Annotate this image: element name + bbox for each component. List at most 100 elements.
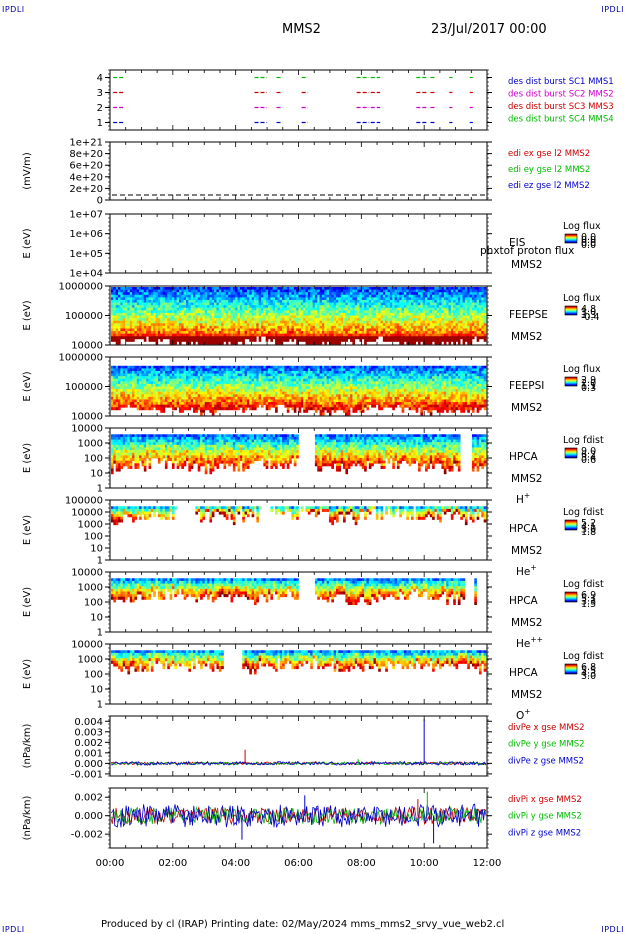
y-axis-label: (nPa/km): [22, 796, 33, 841]
species-label: He++: [516, 635, 543, 650]
y-tick-label: 10000: [71, 640, 103, 651]
colorbar-title: Log flux: [563, 293, 601, 304]
spectrogram-6: [111, 506, 487, 526]
y-axis-label: E (eV): [22, 515, 33, 545]
y-tick-label: 4e+20: [69, 172, 103, 183]
corner-label-bottom-left: IPDLI: [2, 925, 25, 934]
colorbar-4: [564, 376, 578, 387]
panel-frame-2: [109, 213, 488, 274]
colorbar-tick: 3.0: [581, 525, 596, 536]
x-tick-label: 02:00: [158, 858, 187, 869]
y-axis-label: (nPa/km): [22, 724, 33, 769]
y-tick-label: 0.000: [74, 811, 103, 822]
y-tick-label: 100: [84, 532, 103, 543]
y-tick-label: 10: [90, 544, 103, 555]
y-tick-label: 1000000: [58, 353, 103, 364]
colorbar-tick: 4.3: [581, 669, 596, 680]
y-axis-label: E (eV): [22, 371, 33, 401]
colorbar-title: Log fdist: [563, 507, 604, 518]
colorbar-2: [564, 233, 578, 244]
colorbar-tick: 5.5: [581, 665, 596, 676]
colorbar-tick: 0.0: [581, 235, 596, 246]
colorbar-tick: 1.8: [581, 527, 596, 538]
y-tick-label: 2: [97, 103, 103, 114]
y-axis-label: E (eV): [22, 587, 33, 617]
spacecraft-title: MMS2: [282, 22, 321, 37]
spacecraft-label: MMS2: [511, 473, 542, 485]
colorbar-8: [564, 663, 578, 675]
y-axis-label: E (eV): [22, 228, 33, 258]
x-tick-label: 00:00: [96, 858, 125, 869]
colorbar-tick: 5.2: [581, 518, 596, 529]
y-tick-label: 0: [97, 196, 103, 207]
instrument-label: HPCA: [509, 595, 539, 607]
colorbar-tick: 1.1: [581, 381, 596, 392]
y-tick-label: 100000: [65, 382, 103, 393]
colorbar-title: Log fdist: [563, 435, 604, 446]
footer-text: Produced by cl (IRAP) Printing date: 02/…: [101, 919, 505, 930]
colorbar-title: Log flux: [563, 221, 601, 232]
colorbar-tick: 5.1: [581, 593, 596, 604]
y-axis-label: E (eV): [22, 659, 33, 689]
spacecraft-label: MMS2: [511, 259, 542, 271]
y-tick-label: 1000: [78, 520, 103, 531]
colorbar-tick: 0.0: [581, 232, 596, 243]
x-tick-label: 08:00: [347, 858, 376, 869]
spacecraft-label: MMS2: [511, 689, 542, 701]
spectrogram-5: [111, 434, 487, 475]
colorbar-title: Log flux: [563, 364, 601, 375]
y-tick-label: 1000: [78, 439, 103, 450]
legend-entry: edi ey gse l2 MMS2: [508, 165, 590, 175]
y-axis-label: E (eV): [22, 300, 33, 330]
y-tick-label: 0.003: [74, 727, 103, 738]
colorbar-tick: 1.5: [581, 599, 596, 610]
y-tick-label: 1e+07: [69, 210, 103, 221]
x-tick-label: 06:00: [284, 858, 313, 869]
y-tick-label: 1: [97, 556, 103, 567]
colorbar-tick: 6.2: [581, 449, 596, 460]
panel-frame-0: [109, 69, 488, 131]
colorbar-tick: 0.6: [581, 455, 596, 466]
colorbar-tick: 4.1: [581, 521, 596, 532]
y-tick-label: 100000: [65, 496, 103, 507]
colorbar-tick: 9.0: [581, 446, 596, 457]
colorbar-tick: 2.9: [581, 375, 596, 386]
y-tick-label: 10000: [71, 412, 103, 423]
y-tick-label: 1: [97, 700, 103, 711]
y-tick-label: 1e+04: [69, 269, 103, 280]
species-label: He+: [516, 563, 537, 578]
y-tick-label: 1e+06: [69, 229, 103, 240]
legend-entry: edi ex gse l2 MMS2: [508, 149, 590, 159]
panel-frame-1: [109, 141, 488, 201]
y-tick-label: 10: [90, 685, 103, 696]
colorbar-7: [564, 591, 578, 603]
legend-entry: des dist burst SC3 MMS3: [508, 102, 614, 112]
legend-entry: des dist burst SC4 MMS4: [508, 115, 614, 125]
y-tick-label: -0.001: [71, 769, 103, 780]
legend-entry: divPi z gse MMS2: [508, 828, 581, 838]
y-tick-label: 6e+20: [69, 161, 103, 172]
legend-entry: des dist burst SC1 MMS1: [508, 77, 614, 87]
colorbar-tick: 2.0: [581, 378, 596, 389]
legend-entry: divPe z gse MMS2: [508, 756, 584, 766]
overlay-label: phxtof proton flux: [480, 245, 574, 257]
y-tick-label: 100: [84, 670, 103, 681]
x-tick-label: 10:00: [410, 858, 439, 869]
colorbar-tick: 6.9: [581, 590, 596, 601]
corner-label-top-right: IPDLI: [601, 5, 624, 14]
y-tick-label: 10: [90, 469, 103, 480]
y-axis-label: E (eV): [22, 443, 33, 473]
y-tick-label: 0.004: [74, 717, 103, 728]
colorbar-tick: 3.0: [581, 307, 596, 318]
colorbar-tick: 0.3: [581, 383, 596, 394]
y-tick-label: 0.000: [74, 759, 103, 770]
x-tick-label: 04:00: [221, 858, 250, 869]
instrument-label: FEEPSE: [509, 309, 548, 321]
y-tick-label: -0.002: [71, 830, 103, 841]
instrument-label: EIS: [509, 237, 526, 249]
y-tick-label: 4: [97, 73, 103, 84]
y-tick-label: 10000: [71, 508, 103, 519]
y-tick-label: 0.001: [74, 748, 103, 759]
legend-entry: divPi x gse MMS2: [508, 795, 582, 805]
spacecraft-label: MMS2: [511, 617, 542, 629]
